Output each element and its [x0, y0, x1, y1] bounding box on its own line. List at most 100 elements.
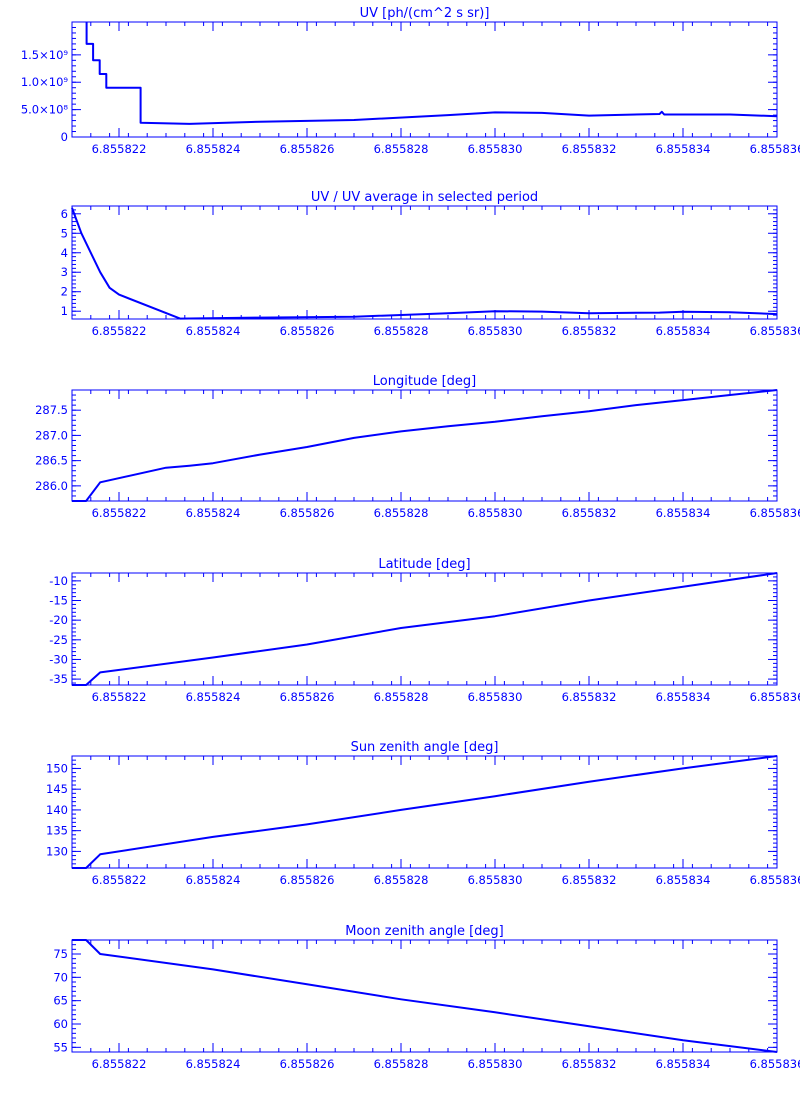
- x-tick-label: 6.855836: [750, 506, 800, 520]
- y-tick-label: -15: [49, 594, 68, 608]
- y-tick-label: -35: [49, 672, 68, 686]
- x-tick-label: 6.855822: [92, 873, 147, 887]
- plot-frame: [71, 21, 778, 138]
- x-tick-label: 6.855834: [656, 324, 711, 338]
- x-tick-label: 6.855832: [562, 506, 617, 520]
- x-tick-label: 6.855834: [656, 1057, 711, 1071]
- x-tick-label: 6.855828: [374, 142, 429, 156]
- x-tick-label: 6.855832: [562, 1057, 617, 1071]
- y-tick-label: 65: [53, 994, 68, 1008]
- y-tick-label: 140: [46, 803, 68, 817]
- chart-title: Moon zenith angle [deg]: [345, 924, 503, 939]
- x-tick-label: 6.855832: [562, 324, 617, 338]
- y-tick-label: -20: [49, 613, 68, 627]
- series-line: [71, 207, 778, 320]
- chart-title: Sun zenith angle [deg]: [351, 740, 499, 755]
- x-tick-label: 6.855836: [750, 873, 800, 887]
- x-tick-label: 6.855828: [374, 1057, 429, 1071]
- y-tick-label: 70: [53, 970, 68, 984]
- x-tick-label: 6.855832: [562, 690, 617, 704]
- x-tick-label: 6.855822: [92, 506, 147, 520]
- x-tick-label: 6.855836: [750, 690, 800, 704]
- x-tick-label: 6.855826: [280, 142, 335, 156]
- y-tick-label: 5.0×10⁸: [21, 103, 69, 117]
- chart-title: Longitude [deg]: [373, 374, 476, 389]
- x-tick-label: 6.855836: [750, 142, 800, 156]
- chart-title: Latitude [deg]: [378, 557, 470, 572]
- x-tick-label: 6.855822: [92, 1057, 147, 1071]
- x-tick-label: 6.855824: [186, 324, 241, 338]
- x-tick-label: 6.855832: [562, 873, 617, 887]
- x-tick-label: 6.855830: [468, 1057, 523, 1071]
- y-tick-label: 0: [61, 130, 68, 144]
- plot-frame: [71, 389, 778, 502]
- x-tick-label: 6.855826: [280, 506, 335, 520]
- plot-frame: [71, 755, 778, 869]
- y-tick-label: -10: [49, 574, 68, 588]
- series-line: [72, 755, 778, 869]
- x-tick-label: 6.855830: [468, 506, 523, 520]
- x-tick-label: 6.855824: [186, 690, 241, 704]
- x-tick-label: 6.855834: [656, 873, 711, 887]
- plot-frame: [71, 572, 778, 686]
- y-tick-label: 3: [61, 265, 68, 279]
- x-tick-label: 6.855824: [186, 1057, 241, 1071]
- x-tick-label: 6.855830: [468, 690, 523, 704]
- x-tick-label: 6.855830: [468, 324, 523, 338]
- y-tick-label: 75: [53, 947, 68, 961]
- y-tick-label: 55: [53, 1040, 68, 1054]
- y-tick-label: 287.5: [35, 403, 68, 417]
- x-tick-label: 6.855824: [186, 506, 241, 520]
- y-tick-label: 6: [61, 207, 68, 221]
- y-tick-label: -30: [49, 652, 68, 666]
- x-tick-label: 6.855830: [468, 873, 523, 887]
- x-tick-label: 6.855836: [750, 324, 800, 338]
- x-tick-label: 6.855826: [280, 873, 335, 887]
- y-tick-label: 5: [61, 226, 68, 240]
- x-tick-label: 6.855828: [374, 690, 429, 704]
- x-tick-label: 6.855828: [374, 324, 429, 338]
- x-tick-label: 6.855834: [656, 506, 711, 520]
- series-line: [72, 939, 778, 1053]
- panel-5: Sun zenith angle [deg] 6.855822 6.855824 6.…: [46, 740, 800, 887]
- x-tick-label: 6.855826: [280, 324, 335, 338]
- y-tick-label: -25: [49, 633, 68, 647]
- y-tick-label: 150: [46, 761, 68, 775]
- x-tick-label: 6.855828: [374, 873, 429, 887]
- x-tick-label: 6.855828: [374, 506, 429, 520]
- x-tick-label: 6.855834: [656, 142, 711, 156]
- series-line: [72, 389, 778, 502]
- x-tick-label: 6.855822: [92, 142, 147, 156]
- x-tick-label: 6.855822: [92, 324, 147, 338]
- y-tick-label: 286.5: [35, 454, 68, 468]
- y-tick-label: 1.0×10⁹: [21, 75, 69, 89]
- y-tick-label: 60: [53, 1017, 68, 1031]
- y-tick-label: 286.0: [35, 479, 68, 493]
- y-tick-label: 145: [46, 782, 68, 796]
- plot-frame: [71, 205, 778, 320]
- panel-4: Latitude [deg] 6.855822 6.855824 6.855826 6.…: [49, 557, 800, 704]
- panel-2: UV / UV average in selected period 6.8558…: [61, 190, 800, 338]
- x-tick-label: 6.855822: [92, 690, 147, 704]
- panel-1: UV [ph/(cm^2 s sr)] 6.855822 6.855824 6.855…: [21, 6, 800, 156]
- x-tick-label: 6.855824: [186, 873, 241, 887]
- x-tick-label: 6.855826: [280, 690, 335, 704]
- y-tick-label: 4: [61, 246, 68, 260]
- panel-6: Moon zenith angle [deg] 6.855822 6.855824 6…: [53, 924, 800, 1071]
- chart-title: UV / UV average in selected period: [311, 190, 538, 205]
- y-tick-label: 2: [61, 285, 68, 299]
- chart-title: UV [ph/(cm^2 s sr)]: [360, 6, 490, 21]
- panel-3: Longitude [deg] 6.855822 6.855824 6.855826 6…: [35, 374, 800, 520]
- y-tick-label: 135: [46, 824, 68, 838]
- x-tick-label: 6.855824: [186, 142, 241, 156]
- y-tick-label: 287.0: [35, 428, 68, 442]
- y-tick-label: 1.5×10⁹: [21, 48, 69, 62]
- x-tick-label: 6.855830: [468, 142, 523, 156]
- series-line: [72, 572, 778, 686]
- y-tick-label: 1: [61, 304, 68, 318]
- x-tick-label: 6.855836: [750, 1057, 800, 1071]
- plot-frame: [71, 939, 778, 1053]
- x-tick-label: 6.855832: [562, 142, 617, 156]
- series-line: [85, 22, 778, 125]
